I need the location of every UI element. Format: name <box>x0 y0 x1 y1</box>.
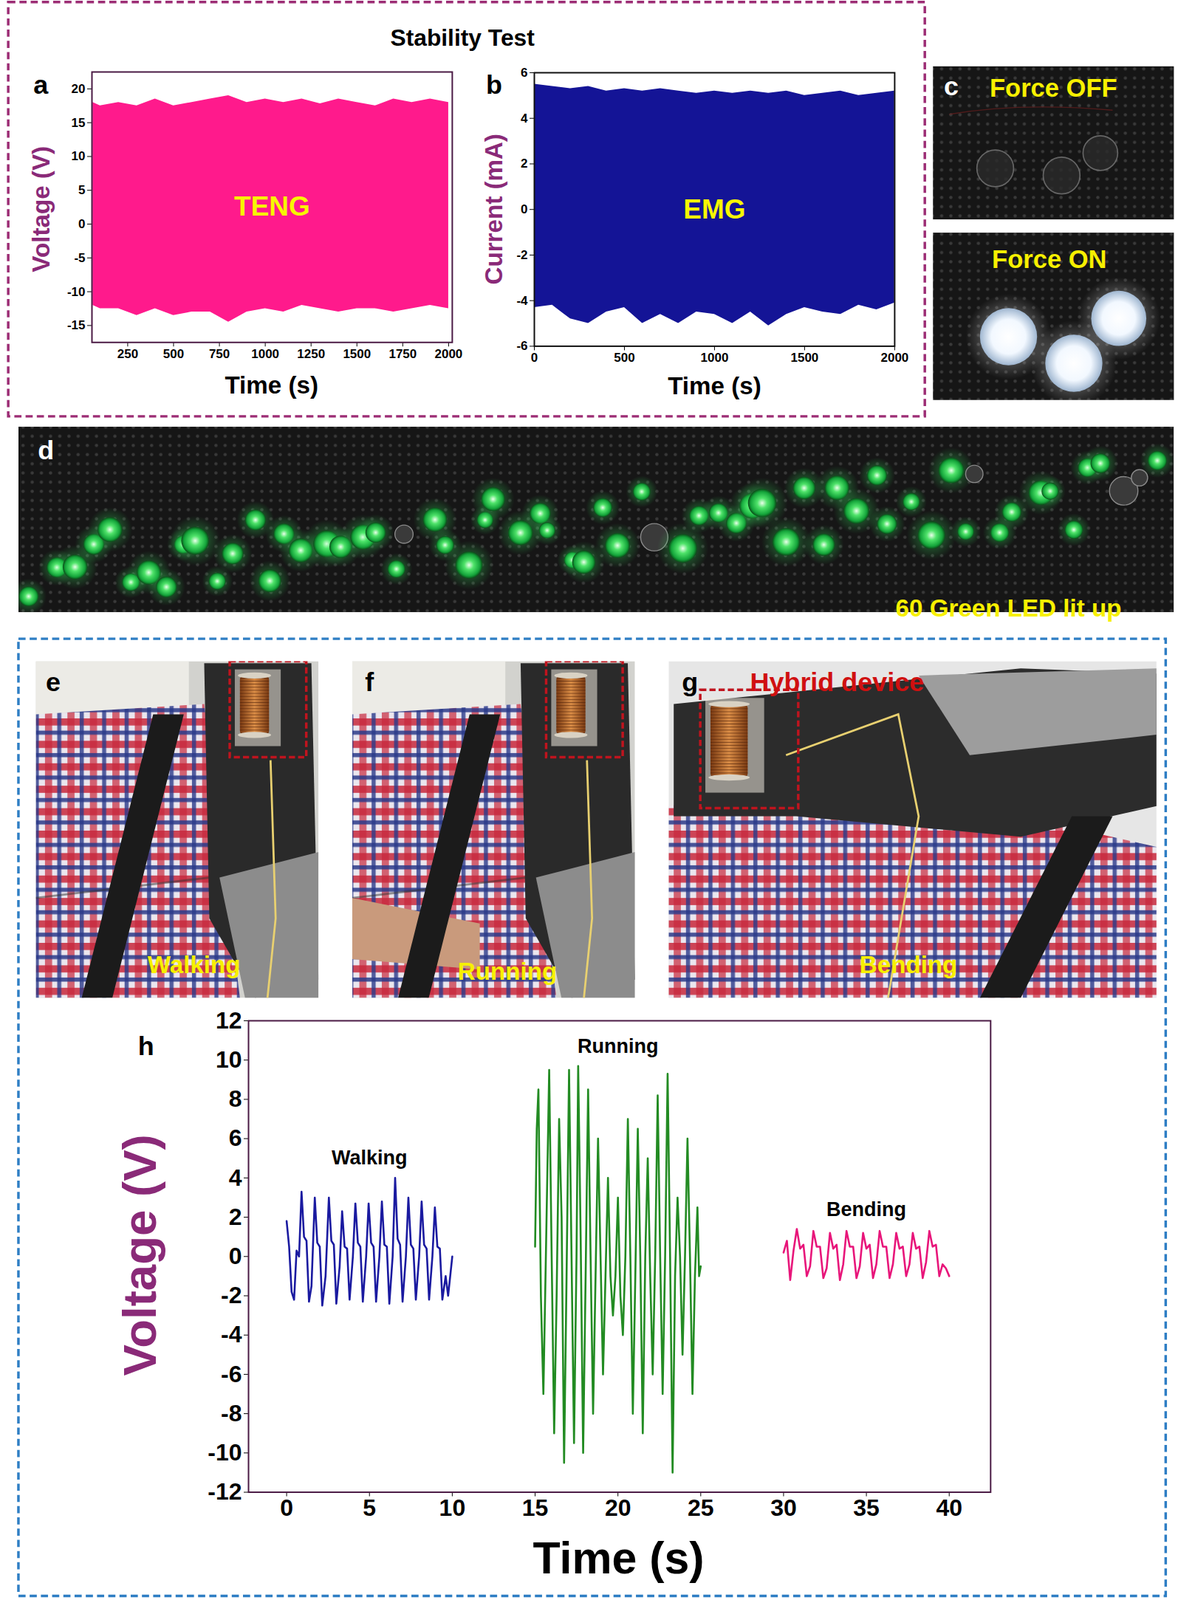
svg-text:Voltage (V): Voltage (V) <box>112 1134 166 1376</box>
svg-text:6: 6 <box>520 65 528 80</box>
svg-text:10: 10 <box>438 1494 466 1522</box>
svg-text:40: 40 <box>935 1494 963 1522</box>
svg-text:Bending: Bending <box>826 1198 907 1221</box>
svg-text:60 Green LED lit up: 60 Green LED lit up <box>895 594 1122 622</box>
svg-text:Voltage (V): Voltage (V) <box>27 146 55 273</box>
svg-text:15: 15 <box>522 1494 549 1522</box>
svg-text:-2: -2 <box>516 248 528 263</box>
svg-text:c: c <box>943 70 959 102</box>
svg-text:Time (s): Time (s) <box>224 371 319 399</box>
svg-text:20: 20 <box>71 81 86 97</box>
svg-text:20: 20 <box>604 1494 632 1522</box>
svg-text:Walking: Walking <box>147 951 241 979</box>
svg-text:30: 30 <box>770 1494 797 1522</box>
svg-text:0: 0 <box>520 202 528 217</box>
svg-text:12: 12 <box>215 1007 243 1034</box>
svg-text:1250: 1250 <box>297 347 326 362</box>
svg-text:-10: -10 <box>207 1439 242 1467</box>
svg-text:15: 15 <box>71 115 86 130</box>
svg-text:Stability Test: Stability Test <box>389 24 535 51</box>
svg-text:-2: -2 <box>220 1282 242 1309</box>
svg-text:1000: 1000 <box>251 347 280 362</box>
svg-text:2: 2 <box>520 157 528 172</box>
svg-text:Bending: Bending <box>859 951 958 979</box>
svg-text:Walking: Walking <box>331 1146 407 1170</box>
svg-text:-12: -12 <box>207 1478 242 1506</box>
svg-text:-5: -5 <box>74 250 86 265</box>
svg-text:10: 10 <box>215 1046 243 1074</box>
svg-text:Time (s): Time (s) <box>667 372 762 400</box>
svg-text:TENG: TENG <box>234 191 311 222</box>
svg-text:500: 500 <box>613 350 635 365</box>
svg-text:-10: -10 <box>67 284 86 299</box>
svg-text:10: 10 <box>71 149 86 164</box>
svg-text:2: 2 <box>228 1203 243 1231</box>
svg-text:-15: -15 <box>67 318 86 333</box>
svg-text:-4: -4 <box>220 1322 243 1349</box>
svg-text:0: 0 <box>279 1494 294 1522</box>
svg-text:b: b <box>485 69 503 100</box>
svg-text:Current (mA): Current (mA) <box>480 133 508 285</box>
svg-text:h: h <box>138 1031 155 1062</box>
svg-text:a: a <box>33 69 49 100</box>
svg-text:d: d <box>37 435 54 466</box>
svg-text:Force ON: Force ON <box>991 245 1108 274</box>
svg-text:-6: -6 <box>516 338 528 354</box>
svg-text:0: 0 <box>228 1242 243 1270</box>
svg-text:f: f <box>364 666 375 698</box>
svg-text:0: 0 <box>78 217 85 232</box>
svg-text:1500: 1500 <box>343 347 372 362</box>
svg-text:8: 8 <box>228 1085 243 1113</box>
svg-text:Time (s): Time (s) <box>533 1533 705 1584</box>
svg-text:e: e <box>45 666 61 698</box>
svg-text:1000: 1000 <box>700 350 729 365</box>
svg-text:4: 4 <box>520 111 529 126</box>
svg-text:2000: 2000 <box>880 350 909 365</box>
svg-text:5: 5 <box>362 1494 376 1522</box>
svg-text:1500: 1500 <box>790 350 819 365</box>
svg-text:250: 250 <box>117 347 139 362</box>
svg-text:Running: Running <box>577 1035 659 1058</box>
svg-text:-6: -6 <box>220 1361 242 1388</box>
svg-text:4: 4 <box>228 1164 243 1192</box>
svg-text:5: 5 <box>78 183 85 198</box>
svg-text:EMG: EMG <box>683 194 746 225</box>
svg-text:g: g <box>681 666 698 698</box>
svg-text:-4: -4 <box>516 293 529 308</box>
svg-text:Force OFF: Force OFF <box>989 73 1118 102</box>
svg-text:750: 750 <box>209 347 230 362</box>
svg-text:Hybrid device: Hybrid device <box>750 666 925 698</box>
svg-text:Running: Running <box>457 957 557 986</box>
svg-text:0: 0 <box>531 350 538 365</box>
svg-text:2000: 2000 <box>435 347 464 362</box>
svg-text:25: 25 <box>687 1494 715 1522</box>
svg-text:1750: 1750 <box>389 347 418 362</box>
svg-text:35: 35 <box>853 1494 880 1522</box>
svg-text:-8: -8 <box>220 1400 242 1427</box>
svg-text:6: 6 <box>228 1125 243 1153</box>
svg-text:500: 500 <box>163 347 184 362</box>
